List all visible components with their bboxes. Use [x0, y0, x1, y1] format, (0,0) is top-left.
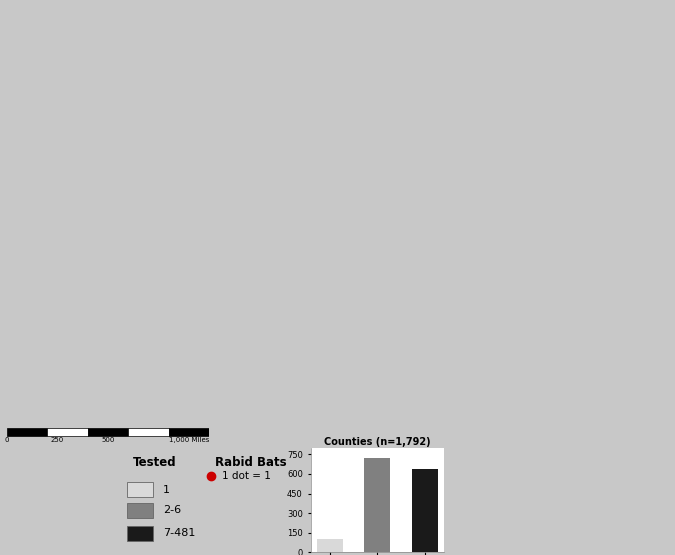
Title: Counties (n=1,792): Counties (n=1,792) [324, 437, 431, 447]
Bar [128, 482, 153, 497]
Bar [128, 428, 169, 436]
Text: 500: 500 [101, 437, 115, 443]
Text: 250: 250 [51, 437, 64, 443]
Text: 1,000 Miles: 1,000 Miles [169, 437, 209, 443]
Bar [7, 428, 47, 436]
Text: 0: 0 [5, 437, 9, 443]
Text: 7-481: 7-481 [163, 528, 195, 538]
Bar [364, 458, 390, 552]
Bar [128, 503, 153, 518]
Bar [412, 469, 438, 552]
Bar [169, 428, 209, 436]
Text: 2-6: 2-6 [163, 506, 181, 516]
Bar [128, 526, 153, 541]
Text: 1: 1 [163, 485, 169, 495]
Text: 1 dot = 1: 1 dot = 1 [222, 471, 271, 481]
Bar [317, 539, 343, 552]
Text: Tested: Tested [133, 456, 177, 469]
Bar [47, 428, 88, 436]
Text: Rabid Bats: Rabid Bats [215, 456, 286, 469]
Bar [88, 428, 128, 436]
